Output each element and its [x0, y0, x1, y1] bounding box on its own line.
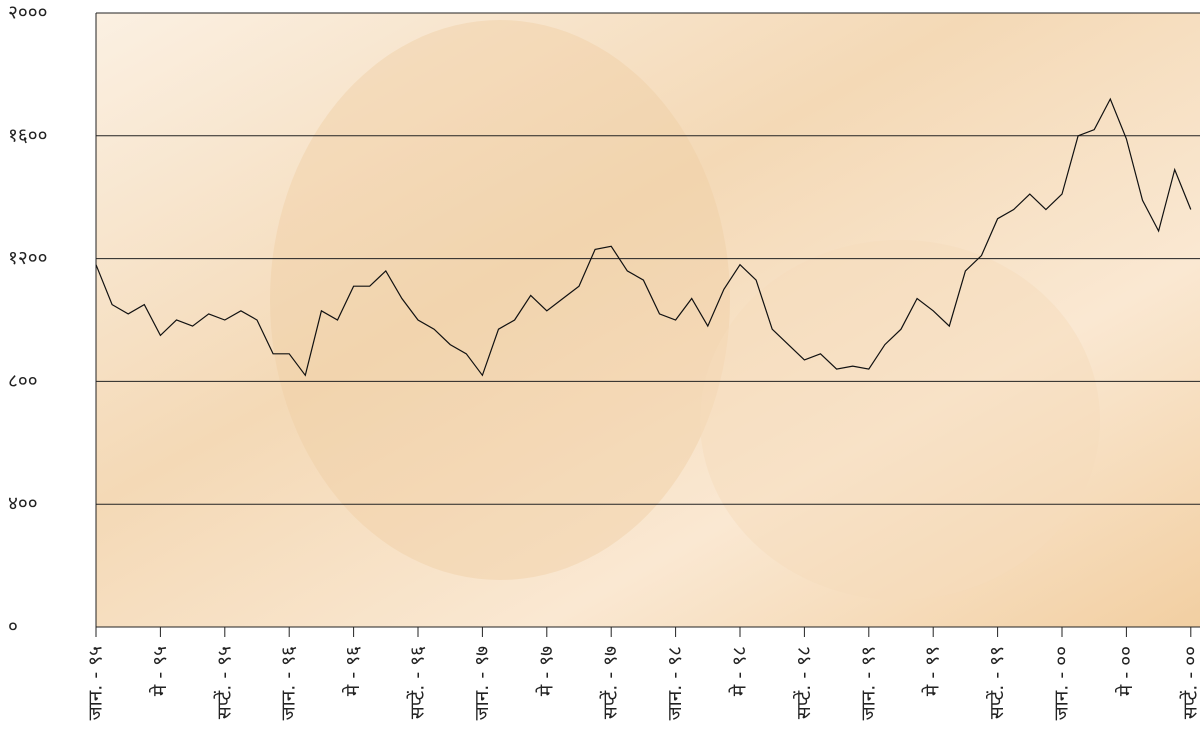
x-tick-label: सप्टें. - ९८: [792, 646, 815, 719]
x-tick-label: मे - ००: [1114, 646, 1137, 696]
y-tick-label: ८००: [8, 370, 38, 392]
x-tick-label: जान. - ९५: [85, 646, 107, 720]
x-tick-label: मे - ९५: [148, 646, 171, 696]
x-tick-label: सप्टें. - ९५: [212, 646, 235, 719]
x-tick-label: मे - ९७: [534, 646, 557, 696]
y-tick-label: १६००: [8, 124, 48, 146]
chart: ० ४०० ८०० १२०० १६०० २००० जान. - ९५ मे - ९५ सप्टे…: [0, 0, 1200, 754]
x-tick-label: सप्टें. - ९९: [985, 646, 1008, 719]
x-tick-label: जान. - ९६: [278, 646, 300, 720]
x-tick-label: जान. - ९७: [471, 646, 493, 720]
background-decoration: [270, 20, 730, 580]
x-tick-label: जान. - ९८: [664, 646, 686, 720]
x-tick-label: मे - ९८: [728, 646, 751, 696]
background-decoration: [700, 240, 1100, 600]
y-tick-label: १२००: [8, 247, 48, 269]
x-tick-label: सप्टें. - ९६: [406, 646, 429, 719]
x-tick-label: जान. - ००: [1051, 646, 1073, 720]
y-tick-label: ०: [8, 616, 18, 638]
x-tick-label: सप्टें. - ००: [1178, 646, 1200, 719]
x-tick-label: मे - ९९: [921, 646, 944, 696]
x-tick-label: सप्टें. - ९७: [599, 646, 622, 719]
y-tick-label: २०००: [8, 2, 48, 24]
y-tick-label: ४००: [8, 493, 38, 515]
x-tick-label: मे - ९६: [341, 646, 364, 696]
x-tick-label: जान. - ९९: [857, 646, 879, 720]
